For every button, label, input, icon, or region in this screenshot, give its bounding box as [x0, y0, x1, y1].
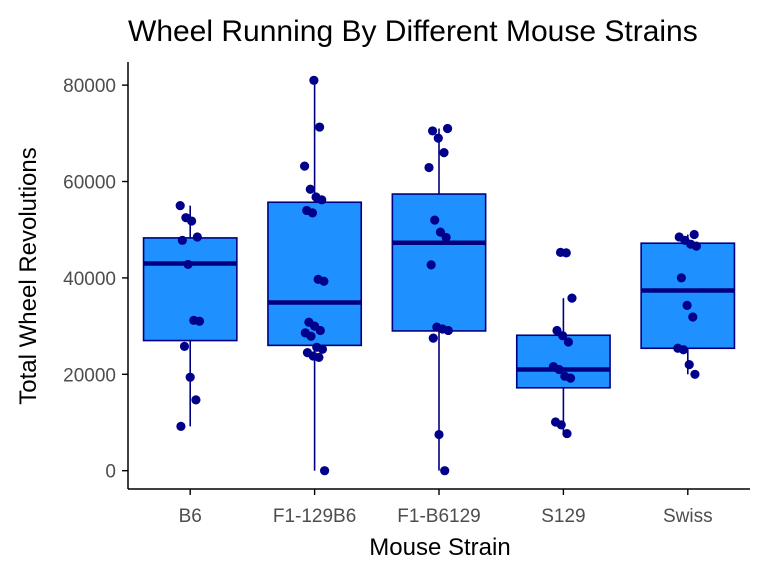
data-point	[320, 466, 330, 476]
data-point	[430, 215, 440, 225]
points-b6	[175, 201, 205, 431]
y-tick-label: 20000	[63, 365, 116, 386]
box	[391, 193, 487, 332]
points-swiss	[673, 229, 701, 379]
y-tick-label: 80000	[63, 76, 116, 97]
data-point	[678, 345, 689, 355]
data-point	[305, 184, 315, 194]
data-point	[191, 395, 201, 405]
data-point	[428, 333, 438, 343]
data-point	[306, 331, 316, 341]
box-group-swiss	[640, 234, 736, 375]
y-axis-title: Total Wheel Revolutions	[15, 147, 42, 404]
box-group-f1-b6129	[391, 128, 487, 471]
y-tick-label: 40000	[63, 269, 116, 290]
data-point	[317, 195, 327, 205]
data-point	[177, 235, 187, 245]
data-point	[439, 148, 449, 158]
data-point	[567, 293, 577, 303]
data-point	[176, 421, 186, 431]
data-point	[427, 126, 438, 136]
data-point	[194, 316, 205, 326]
y-tick-label: 0	[105, 462, 116, 483]
box-group-s129	[515, 298, 611, 434]
y-tick-label: 60000	[63, 173, 116, 194]
data-point	[556, 420, 566, 430]
data-point	[690, 369, 700, 379]
data-point	[691, 241, 701, 251]
data-point	[187, 216, 197, 226]
data-point	[175, 201, 185, 211]
data-point	[562, 428, 572, 439]
data-point	[300, 161, 310, 171]
points-f1-129b6	[300, 75, 330, 476]
data-point	[443, 325, 453, 336]
x-tick-label: Swiss	[663, 506, 713, 527]
box-group-b6	[142, 205, 238, 427]
data-point	[192, 232, 202, 242]
data-point	[442, 123, 453, 134]
data-point	[317, 344, 328, 354]
x-axis-title: Mouse Strain	[369, 534, 510, 561]
data-point	[424, 162, 434, 173]
box	[640, 242, 736, 350]
x-axis-ticks: B6 F1-129B6 F1-B6129 S129 Swiss	[179, 489, 713, 527]
box	[142, 237, 238, 342]
data-point	[426, 260, 436, 270]
data-point	[183, 259, 193, 270]
data-point	[558, 331, 568, 341]
data-point	[682, 300, 692, 310]
x-tick-label: B6	[179, 506, 202, 527]
data-point	[676, 273, 686, 283]
data-point	[684, 360, 694, 370]
data-point	[315, 122, 325, 132]
points-s129	[548, 247, 577, 439]
plot-area	[142, 75, 736, 476]
data-point	[307, 208, 318, 218]
chart-title: Wheel Running By Different Mouse Strains	[128, 15, 698, 48]
data-point	[689, 229, 699, 240]
data-point	[314, 352, 324, 363]
y-axis-ticks: 0 20000 40000 60000 80000	[63, 76, 128, 483]
data-point	[441, 232, 451, 243]
x-tick-label: S129	[541, 506, 585, 527]
data-point	[563, 337, 574, 347]
data-point	[315, 325, 325, 336]
data-point	[179, 341, 190, 351]
data-point	[554, 364, 564, 375]
data-point	[688, 312, 698, 322]
x-tick-label: F1-129B6	[273, 506, 356, 527]
data-point	[319, 276, 329, 286]
data-point	[433, 133, 443, 143]
points-f1-b6129	[424, 123, 453, 476]
data-point	[561, 248, 571, 258]
data-point	[440, 466, 450, 476]
data-point	[434, 429, 444, 440]
data-point	[185, 372, 195, 382]
data-point	[309, 75, 319, 85]
box-group-f1-129b6	[267, 80, 363, 471]
data-point	[565, 373, 576, 383]
x-tick-label: F1-B6129	[397, 506, 480, 527]
